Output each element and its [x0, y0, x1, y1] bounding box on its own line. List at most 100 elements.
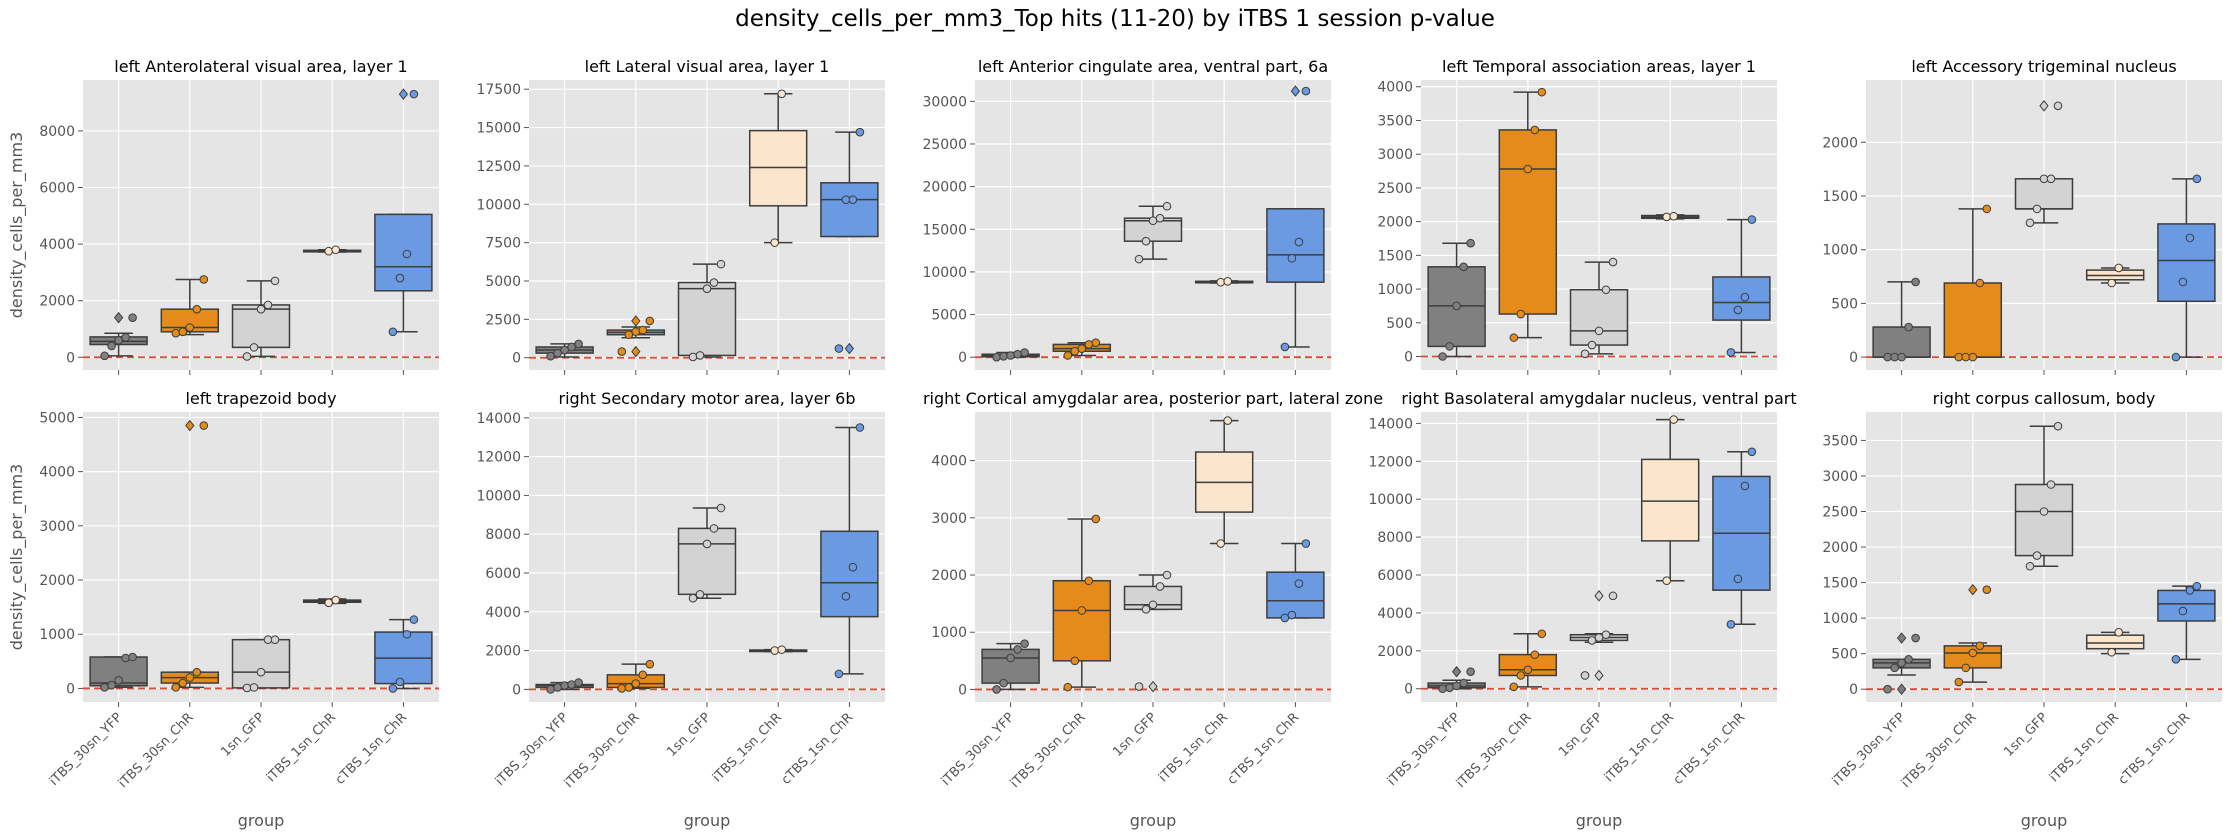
- x-tick-label: 1sn_GFP: [218, 710, 268, 760]
- box-iqr: [1569, 288, 1629, 346]
- y-tick-label: 17500: [476, 82, 521, 98]
- subplot: 0 500 1000 1500 2000 left Accessory trigemina…: [1822, 57, 2222, 375]
- data-point: [567, 342, 576, 352]
- x-tick-label: iTBS_1sn_ChR: [1602, 710, 1677, 785]
- data-point: [192, 667, 202, 677]
- data-point: [1223, 416, 1232, 425]
- data-point: [1580, 671, 1590, 680]
- data-point: [1301, 86, 1311, 96]
- y-tick-label: 2500: [1822, 505, 1858, 521]
- box-iqr: [1266, 571, 1325, 619]
- data-point: [395, 273, 405, 283]
- data-point: [1961, 663, 1971, 673]
- y-tick-label: 14000: [1368, 416, 1413, 432]
- data-point: [2039, 174, 2049, 184]
- y-tick-label: 500: [1831, 647, 1858, 663]
- data-point: [1601, 630, 1611, 640]
- y-tick-label: 6000: [39, 181, 75, 197]
- y-tick-label: 4000: [931, 454, 967, 470]
- x-axis-label: group: [238, 811, 284, 830]
- data-point: [2032, 551, 2042, 560]
- data-point: [409, 89, 419, 99]
- y-tick-label: 5000: [931, 308, 967, 324]
- y-tick-label: 30000: [922, 94, 967, 110]
- y-tick-label: 2000: [39, 573, 75, 589]
- data-point: [388, 684, 398, 693]
- x-axis-label: group: [1576, 811, 1622, 830]
- data-point: [1890, 352, 1899, 362]
- y-tick-label: 8000: [485, 527, 521, 543]
- data-point: [841, 195, 851, 204]
- y-tick-label: 25000: [922, 137, 967, 153]
- data-point: [1509, 333, 1519, 342]
- x-tick-label: iTBS_30sn_ChR: [562, 710, 643, 791]
- y-tick-label: 2000: [39, 294, 75, 310]
- data-point: [553, 348, 562, 358]
- data-point: [1280, 613, 1290, 623]
- data-point: [1982, 204, 1992, 214]
- outlier-marker: [1896, 683, 1907, 696]
- data-point: [546, 685, 555, 694]
- box-cTBS_1sn_ChR: [374, 618, 433, 690]
- data-point: [1897, 658, 1906, 668]
- y-axis-label: density_cells_per_mm3: [7, 464, 27, 650]
- data-point: [1077, 606, 1087, 615]
- data-point: [107, 680, 116, 690]
- y-tick-label: 1000: [1377, 282, 1413, 298]
- box-cTBS_1sn_ChR: [1266, 542, 1325, 619]
- box-iqr: [89, 656, 148, 687]
- data-point: [1223, 276, 1232, 286]
- y-tick-label: 1500: [1377, 248, 1413, 264]
- data-point: [1134, 254, 1144, 264]
- y-tick-label: 0: [958, 350, 967, 366]
- data-point: [624, 330, 634, 340]
- outlier-marker: [185, 419, 195, 432]
- data-point: [1216, 277, 1225, 287]
- data-point: [645, 659, 655, 669]
- x-tick-label: iTBS_1sn_ChR: [710, 710, 785, 785]
- data-point: [1155, 582, 1165, 591]
- data-point: [617, 347, 627, 356]
- y-tick-label: 0: [66, 681, 75, 697]
- data-point: [1733, 574, 1743, 584]
- box-iTBS_30sn_ChR: [1498, 633, 1558, 688]
- data-point: [855, 127, 865, 137]
- data-point: [1587, 340, 1597, 350]
- y-tick-label: 8000: [39, 124, 75, 140]
- data-point: [638, 670, 648, 680]
- data-point: [1020, 348, 1029, 357]
- data-point: [2171, 352, 2181, 362]
- data-point: [1904, 322, 1913, 332]
- x-tick-label: iTBS_30sn_YFP: [939, 710, 1018, 789]
- data-point: [1911, 633, 1920, 643]
- data-point: [1438, 352, 1447, 361]
- data-point: [1013, 645, 1022, 654]
- data-point: [1601, 285, 1611, 295]
- data-point: [1669, 211, 1678, 221]
- data-point: [1006, 351, 1015, 360]
- box-iTBS_1sn_ChR: [1194, 419, 1254, 545]
- data-point: [709, 278, 719, 287]
- data-point: [1162, 201, 1172, 211]
- data-point: [1883, 684, 1892, 694]
- y-tick-label: 12000: [1368, 454, 1413, 470]
- box-cTBS_1sn_ChR: [1712, 451, 1771, 626]
- subplot-title: right Secondary motor area, layer 6b: [558, 389, 855, 408]
- box-iqr: [2157, 589, 2216, 622]
- x-tick-label: iTBS_30sn_YFP: [493, 710, 572, 789]
- data-point: [1662, 212, 1671, 222]
- data-point: [1516, 671, 1526, 680]
- data-point: [199, 275, 209, 284]
- x-tick-label: 1sn_GFP: [2001, 710, 2051, 760]
- data-point: [199, 421, 209, 430]
- data-point: [107, 341, 116, 351]
- data-point: [574, 339, 583, 349]
- y-tick-label: 10000: [922, 265, 967, 281]
- data-point: [128, 313, 137, 322]
- box-1sn_GFP: [1569, 261, 1629, 355]
- x-axis-label: group: [684, 811, 730, 830]
- y-tick-label: 0: [1849, 682, 1858, 698]
- y-tick-label: 14000: [476, 411, 521, 427]
- data-point: [324, 598, 334, 608]
- data-point: [2025, 218, 2035, 228]
